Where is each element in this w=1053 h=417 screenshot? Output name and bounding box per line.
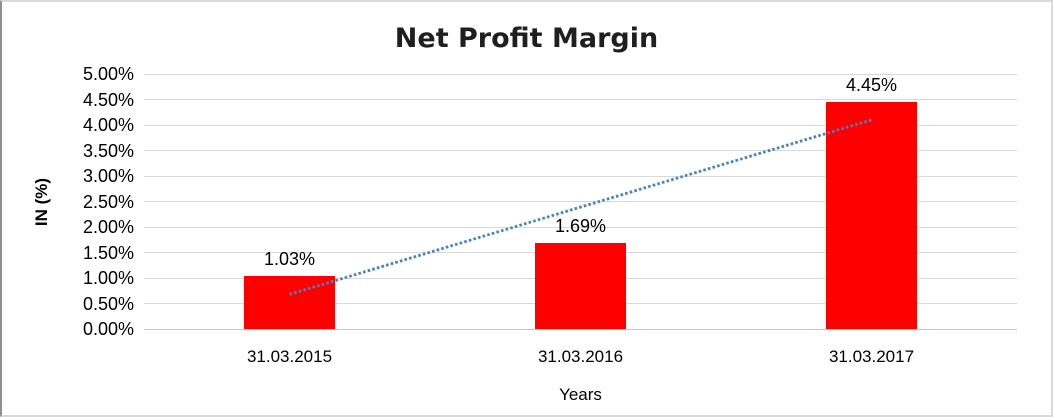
y-tick-label: 1.00%: [82, 268, 134, 288]
y-tick-label: 4.50%: [82, 89, 134, 110]
gridline: [144, 99, 1017, 100]
x-tick-label: 31.03.2015: [246, 347, 333, 366]
x-tick-label: 31.03.2017: [828, 347, 915, 366]
y-tick-label: 0.00%: [82, 319, 134, 339]
y-tick-label: 2.50%: [82, 191, 134, 212]
chart-title: Net Profit Margin: [394, 23, 659, 54]
y-tick-label: 4.00%: [82, 115, 134, 135]
plot-area: 1.03% 1.69% 4.45%: [144, 73, 1017, 330]
gridline: [144, 328, 1017, 330]
data-label: 1.69%: [554, 215, 607, 236]
gridline: [144, 73, 1017, 75]
y-tick-label: 2.00%: [82, 217, 134, 237]
y-tick-label: 0.50%: [82, 293, 134, 314]
bar: [826, 102, 917, 329]
y-tick-label: 3.00%: [82, 166, 134, 186]
bar: [244, 276, 335, 329]
data-label: 1.03%: [263, 249, 316, 270]
data-label: 4.45%: [845, 75, 898, 96]
y-tick-label: 5.00%: [82, 64, 134, 84]
y-tick-label: 1.50%: [82, 242, 134, 263]
x-axis-title: Years: [559, 385, 602, 404]
y-tick-label: 3.50%: [82, 140, 134, 161]
bar: [535, 242, 626, 329]
x-tick-label: 31.03.2016: [537, 347, 624, 366]
